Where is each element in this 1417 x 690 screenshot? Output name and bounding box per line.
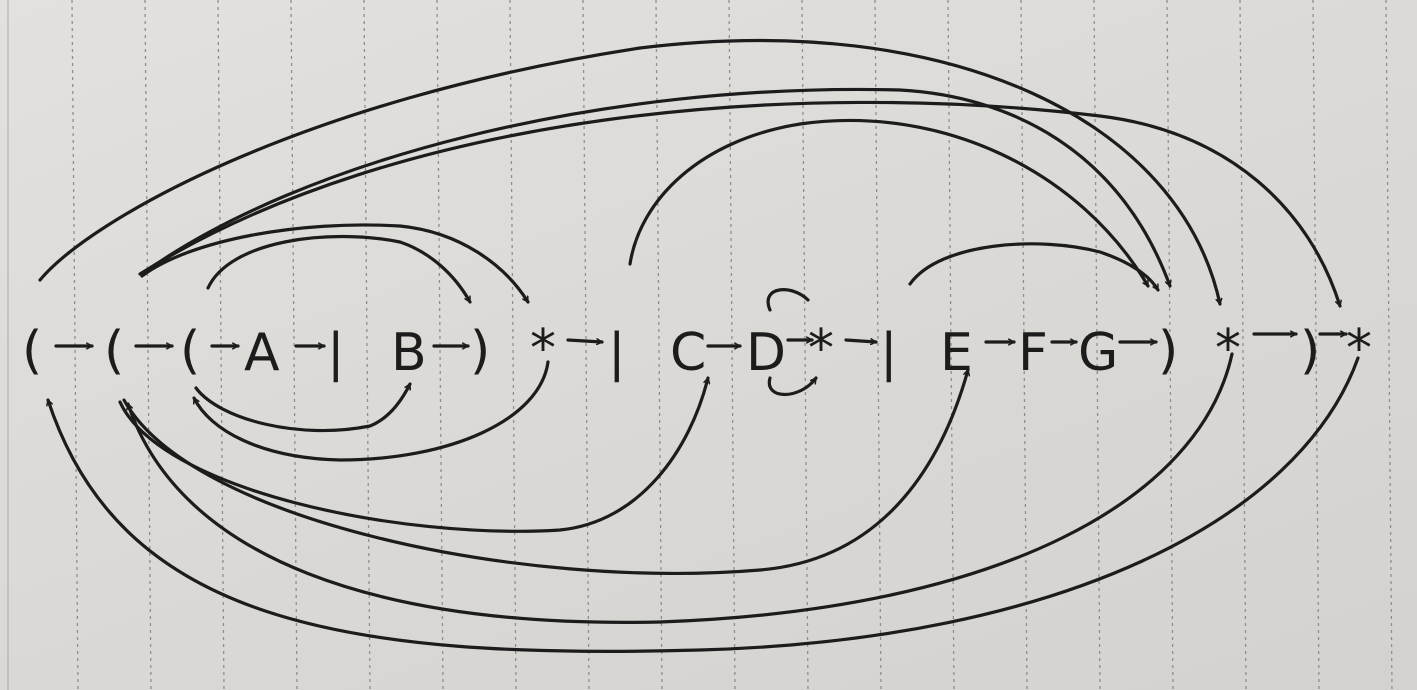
token-c: C bbox=[670, 323, 706, 383]
ruled-line bbox=[1385, 0, 1393, 690]
token-open-paren-3: ( bbox=[180, 321, 200, 381]
token-close-paren-2: ) bbox=[1158, 321, 1178, 381]
transition-arrow bbox=[140, 87, 1170, 288]
token-star-1: * bbox=[530, 319, 556, 379]
ruled-line bbox=[874, 0, 882, 690]
token-star-2: * bbox=[808, 319, 834, 379]
regex-tokens: ( ( ( A | B ) * | C D * | E F G ) * ) * bbox=[22, 319, 1372, 383]
transition-arrow bbox=[122, 368, 968, 575]
ruled-line bbox=[1020, 0, 1028, 690]
token-star-4: * bbox=[1346, 319, 1372, 379]
transition-arrow bbox=[844, 340, 878, 342]
transition-arrow bbox=[908, 242, 1160, 292]
token-bar-3: | bbox=[880, 323, 898, 383]
transition-arrow bbox=[48, 356, 1360, 653]
ruled-line bbox=[509, 0, 517, 690]
ruled-line bbox=[1312, 0, 1320, 690]
ruled-line bbox=[290, 0, 298, 690]
token-a: A bbox=[244, 323, 280, 383]
transition-arrow bbox=[628, 118, 1150, 288]
ruled-line bbox=[947, 0, 955, 690]
ruled-line bbox=[582, 0, 590, 690]
ruled-lines bbox=[7, 0, 1393, 690]
ruled-line bbox=[1239, 0, 1247, 690]
ruled-line bbox=[655, 0, 663, 690]
token-bar-1: | bbox=[327, 323, 345, 383]
transition-arrow bbox=[138, 100, 1340, 308]
transition-arrow bbox=[566, 340, 604, 342]
token-close-paren-3: ) bbox=[1300, 321, 1320, 381]
token-g: G bbox=[1078, 323, 1118, 383]
token-open-paren-2: ( bbox=[104, 321, 124, 381]
token-d: D bbox=[746, 323, 786, 383]
token-b: B bbox=[391, 323, 427, 383]
transition-arrow bbox=[128, 352, 1234, 624]
token-e: E bbox=[940, 323, 973, 383]
token-bar-2: | bbox=[608, 323, 626, 383]
ruled-line bbox=[1093, 0, 1101, 690]
transition-arrow bbox=[206, 234, 472, 304]
transition-arrow bbox=[38, 38, 1220, 306]
ruled-line bbox=[363, 0, 371, 690]
transition-arrow bbox=[140, 223, 530, 304]
ruled-line bbox=[801, 0, 809, 690]
token-f: F bbox=[1018, 323, 1048, 383]
token-open-paren-1: ( bbox=[22, 321, 42, 381]
transition-arrows bbox=[38, 38, 1360, 653]
transition-arrow bbox=[192, 360, 550, 462]
transition-arrow bbox=[766, 288, 816, 397]
transition-arrow bbox=[194, 382, 412, 433]
ruled-line bbox=[1166, 0, 1174, 690]
token-star-3: * bbox=[1215, 319, 1241, 379]
token-close-paren-1: ) bbox=[470, 321, 490, 381]
